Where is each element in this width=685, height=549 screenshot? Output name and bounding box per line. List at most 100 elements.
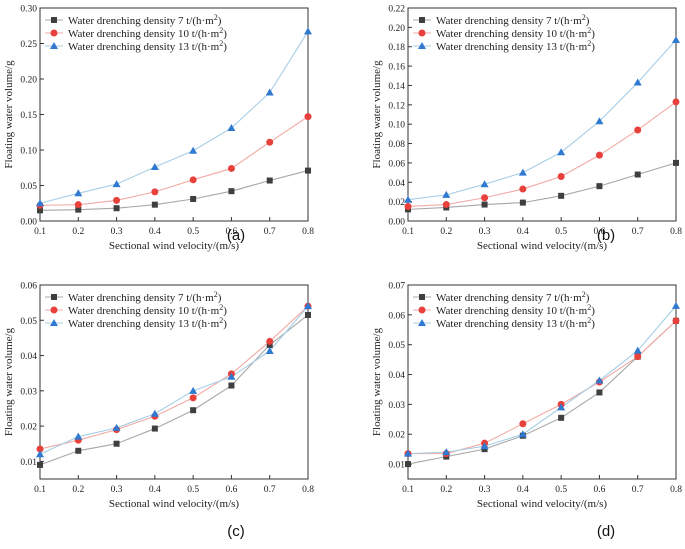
y-tick-label: 0.06 xyxy=(388,159,405,169)
y-tick-label: 0.05 xyxy=(388,341,405,351)
data-point-series-2 xyxy=(189,176,197,184)
y-tick-label: 0.02 xyxy=(388,198,405,208)
y-tick-label: 0.20 xyxy=(20,76,37,86)
data-point-series-1 xyxy=(558,192,565,199)
data-point-series-1 xyxy=(481,201,488,208)
x-tick-label: 0.3 xyxy=(111,485,123,495)
y-tick-label: 0.12 xyxy=(388,101,405,111)
panel-label: (b) xyxy=(597,227,615,244)
y-tick-label: 0.00 xyxy=(388,218,405,228)
plot-frame xyxy=(407,7,677,222)
x-tick-label: 0.1 xyxy=(402,485,414,495)
data-point-series-3 xyxy=(112,180,121,188)
data-point-series-2 xyxy=(481,194,489,202)
data-point-series-3 xyxy=(304,27,312,35)
series-line-3 xyxy=(39,305,309,455)
legend: Water drenching density 7 t/(h·m2)Water … xyxy=(45,290,227,330)
legend-entry-label: Water drenching density 7 t/(h·m2) xyxy=(68,13,222,27)
data-point-series-2 xyxy=(595,151,603,159)
chart-panel-3: 0.1 0.2 0.3 0.4 0.5 0.6 0.7 0.8 0.01 0.02 0.03 0.04… xyxy=(3,282,314,541)
data-point-series-3 xyxy=(227,372,236,380)
y-tick-label: 0.06 xyxy=(20,282,37,292)
legend: Water drenching density 7 t/(h·m2)Water … xyxy=(413,290,595,330)
data-point-series-2 xyxy=(151,188,159,196)
legend: Water drenching density 7 t/(h·m2)Water … xyxy=(45,13,227,53)
y-axis-title: Floating water volume/g xyxy=(3,327,15,436)
y-tick-label: 0.08 xyxy=(388,140,405,150)
data-point-series-3 xyxy=(74,432,83,440)
data-point-series-2 xyxy=(557,172,565,180)
x-tick-label: 0.2 xyxy=(440,227,452,237)
x-tick-label: 0.8 xyxy=(670,485,682,495)
data-point-series-2 xyxy=(634,126,642,134)
data-point-series-2 xyxy=(113,196,121,204)
x-tick-label: 0.8 xyxy=(302,485,314,495)
y-axis-title: Floating water volume/g xyxy=(3,60,15,169)
data-point-series-3 xyxy=(442,190,451,198)
series-line-2 xyxy=(39,305,309,450)
data-point-series-2 xyxy=(266,337,274,345)
x-tick-label: 0.1 xyxy=(34,485,46,495)
x-axis-title: Sectional wind velocity/(m/s) xyxy=(477,498,607,510)
data-point-series-1 xyxy=(151,201,158,208)
x-tick-label: 0.4 xyxy=(517,227,529,237)
y-tick-label: 0.07 xyxy=(388,282,405,292)
panel-label: (c) xyxy=(227,523,245,540)
data-point-series-3 xyxy=(672,35,680,43)
data-point-series-3 xyxy=(633,78,642,86)
legend-entry-label: Water drenching density 13 t/(h·m2) xyxy=(436,316,595,330)
data-point-series-2 xyxy=(442,201,450,209)
x-tick-label: 0.3 xyxy=(479,227,491,237)
x-tick-label: 0.6 xyxy=(593,227,605,237)
data-point-series-1 xyxy=(673,159,679,166)
data-point-series-2 xyxy=(74,201,82,209)
y-tick-label: 0.14 xyxy=(388,82,405,92)
x-tick-label: 0.3 xyxy=(111,227,123,237)
legend-entry-label: Water drenching density 10 t/(h·m2) xyxy=(68,303,227,317)
data-point-series-1 xyxy=(75,447,82,454)
y-tick-label: 0.06 xyxy=(388,311,405,321)
series-line-2 xyxy=(408,320,677,455)
data-point-series-3 xyxy=(633,346,642,354)
data-point-series-2 xyxy=(519,185,527,193)
data-point-series-1 xyxy=(596,389,603,396)
x-tick-label: 0.5 xyxy=(187,227,199,237)
y-axis-title: Floating water volume/g xyxy=(371,327,383,436)
data-point-series-3 xyxy=(265,346,274,354)
data-point-series-2 xyxy=(227,164,235,172)
legend-marker-circle xyxy=(50,306,58,314)
y-tick-label: 0.02 xyxy=(388,431,405,441)
y-tick-label: 0.05 xyxy=(20,182,37,192)
y-tick-label: 0.05 xyxy=(20,317,37,327)
series-line-3 xyxy=(407,39,677,201)
x-tick-label: 0.7 xyxy=(264,227,276,237)
data-point-series-3 xyxy=(304,302,312,310)
y-tick-label: 0.04 xyxy=(20,352,37,362)
plot-frame xyxy=(407,284,677,480)
data-point-series-3 xyxy=(150,163,159,171)
series-line-1 xyxy=(39,170,309,211)
data-point-series-1 xyxy=(558,414,565,421)
legend: Water drenching density 7 t/(h·m2)Water … xyxy=(413,13,595,53)
data-point-series-1 xyxy=(113,440,120,447)
y-tick-label: 0.04 xyxy=(388,179,405,189)
data-point-series-2 xyxy=(404,202,412,210)
data-point-series-1 xyxy=(228,382,235,389)
panel-label: (a) xyxy=(227,227,245,244)
data-point-series-3 xyxy=(36,199,44,207)
data-point-series-3 xyxy=(74,189,83,197)
y-tick-label: 0.16 xyxy=(388,63,405,73)
legend-marker-circle xyxy=(418,306,426,314)
legend-marker-triangle xyxy=(50,42,58,49)
x-axis-title: Sectional wind velocity/(m/s) xyxy=(477,240,607,252)
data-point-series-3 xyxy=(595,117,604,125)
data-point-series-1 xyxy=(37,207,43,214)
data-point-series-1 xyxy=(151,425,158,432)
data-point-series-2 xyxy=(189,394,197,402)
legend-entry-label: Water drenching density 7 t/(h·m2) xyxy=(68,290,222,304)
data-point-series-2 xyxy=(672,317,680,325)
data-point-series-2 xyxy=(266,138,274,146)
data-point-series-2 xyxy=(519,420,527,428)
y-tick-label: 0.01 xyxy=(388,461,405,471)
data-point-series-2 xyxy=(672,98,680,106)
